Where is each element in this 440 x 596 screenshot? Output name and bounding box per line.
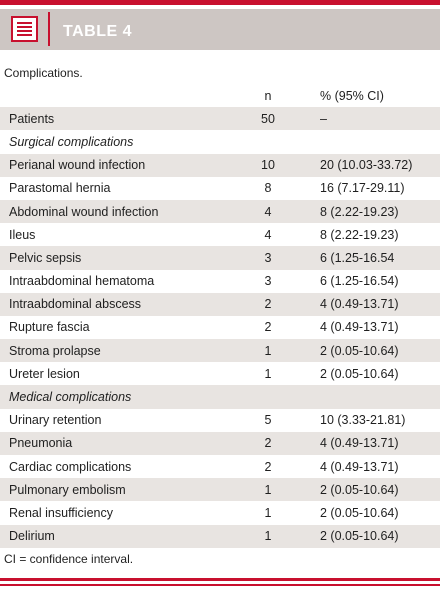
row-label: Renal insufficiency xyxy=(9,505,113,520)
row-label: Intraabdominal hematoma xyxy=(9,274,155,289)
row-n-value: 50 xyxy=(261,111,275,126)
section-heading: Surgical complications xyxy=(9,134,134,149)
row-percent-ci-value: – xyxy=(320,111,327,126)
row-label: Abdominal wound infection xyxy=(9,204,159,219)
table-document-icon xyxy=(11,16,38,42)
table-row: Urinary retention 5 10 (3.33-21.81) xyxy=(0,409,440,432)
bottom-rule-thin xyxy=(0,584,440,586)
header-divider xyxy=(48,12,50,46)
row-label: Stroma prolapse xyxy=(9,343,101,358)
row-percent-ci-value: 4 (0.49-13.71) xyxy=(320,297,399,312)
table-row: Cardiac complications 2 4 (0.49-13.71) xyxy=(0,455,440,478)
row-n-value: 1 xyxy=(264,529,272,544)
table-row: Patients 50 – xyxy=(0,107,440,131)
row-label: Delirium xyxy=(9,529,55,544)
row-label: Intraabdominal abscess xyxy=(9,297,142,312)
table-row: Rupture fascia 2 4 (0.49-13.71) xyxy=(0,316,440,339)
row-n-value: 4 xyxy=(264,204,272,219)
table-body: Patients 50 – Surgical complications Periana… xyxy=(0,107,440,548)
table-row: Stroma prolapse 1 2 (0.05-10.64) xyxy=(0,339,440,363)
table-row: Pelvic sepsis 3 6 (1.25-16.54 xyxy=(0,246,440,270)
row-n-value: 3 xyxy=(264,250,272,265)
row-n-value: 8 xyxy=(264,181,272,196)
row-n-value: 2 xyxy=(264,459,272,474)
row-label: Urinary retention xyxy=(9,413,102,428)
row-label: Ileus xyxy=(9,227,36,242)
row-percent-ci-value: 2 (0.05-10.64) xyxy=(320,366,399,381)
row-label: Ureter lesion xyxy=(9,366,80,381)
table-title: TABLE 4 xyxy=(63,23,132,40)
row-label: Parastomal hernia xyxy=(9,181,111,196)
column-header-n: n xyxy=(264,88,272,103)
table-row: Abdominal wound infection 4 8 (2.22-19.23) xyxy=(0,199,440,224)
bottom-rule xyxy=(0,578,440,581)
row-percent-ci-value: 10 (3.33-21.81) xyxy=(320,413,406,428)
row-percent-ci-value: 20 (10.03-33.72) xyxy=(320,158,413,173)
table-row: Parastomal hernia 8 16 (7.17-29.11) xyxy=(0,177,440,200)
row-percent-ci-value: 4 (0.49-13.71) xyxy=(320,320,399,335)
table-section-row: Medical complications xyxy=(0,385,440,409)
row-percent-ci-value: 4 (0.49-13.71) xyxy=(320,459,399,474)
table-row: Ileus 4 8 (2.22-19.23) xyxy=(0,223,440,246)
table-row: Pulmonary embolism 1 2 (0.05-10.64) xyxy=(0,478,440,502)
row-n-value: 1 xyxy=(264,505,272,520)
row-label: Pelvic sepsis xyxy=(9,250,82,265)
row-label: Cardiac complications xyxy=(9,459,132,474)
table-caption: Complications. xyxy=(4,66,83,80)
row-n-value: 1 xyxy=(264,343,272,358)
row-n-value: 10 xyxy=(261,158,275,173)
row-n-value: 4 xyxy=(264,227,272,242)
row-label: Perianal wound infection xyxy=(9,158,146,173)
row-label: Pneumonia xyxy=(9,436,73,451)
table-header-band xyxy=(0,9,440,50)
table-row: Renal insufficiency 1 2 (0.05-10.64) xyxy=(0,501,440,524)
row-percent-ci-value: 2 (0.05-10.64) xyxy=(320,482,399,497)
section-heading: Medical complications xyxy=(9,390,132,405)
table-row: Delirium 1 2 (0.05-10.64) xyxy=(0,524,440,548)
row-label: Pulmonary embolism xyxy=(9,482,126,497)
row-percent-ci-value: 6 (1.25-16.54 xyxy=(320,250,395,265)
row-n-value: 1 xyxy=(264,482,272,497)
table-footnote: CI = confidence interval. xyxy=(4,552,134,566)
table-row: Pneumonia 2 4 (0.49-13.71) xyxy=(0,431,440,455)
row-percent-ci-value: 6 (1.25-16.54) xyxy=(320,274,399,289)
row-n-value: 2 xyxy=(264,297,272,312)
table-header-row: n % (95% CI) xyxy=(0,84,440,107)
row-n-value: 2 xyxy=(264,320,272,335)
row-n-value: 1 xyxy=(264,366,272,381)
complications-table: n % (95% CI) Patients 50 – Surgical complic… xyxy=(0,84,440,548)
row-percent-ci-value: 16 (7.17-29.11) xyxy=(320,181,405,196)
table-row: Intraabdominal abscess 2 4 (0.49-13.71) xyxy=(0,292,440,316)
row-percent-ci-value: 2 (0.05-10.64) xyxy=(320,529,399,544)
column-header-pct: % (95% CI) xyxy=(320,88,384,103)
table-section-row: Surgical complications xyxy=(0,130,440,153)
table-row: Perianal wound infection 10 20 (10.03-33.7… xyxy=(0,153,440,177)
row-n-value: 3 xyxy=(264,274,272,289)
row-percent-ci-value: 8 (2.22-19.23) xyxy=(320,204,399,219)
top-accent-rule xyxy=(0,0,440,5)
row-label: Patients xyxy=(9,111,55,126)
row-percent-ci-value: 2 (0.05-10.64) xyxy=(320,505,399,520)
table-row: Ureter lesion 1 2 (0.05-10.64) xyxy=(0,362,440,385)
row-n-value: 5 xyxy=(264,413,272,428)
row-percent-ci-value: 8 (2.22-19.23) xyxy=(320,227,399,242)
row-percent-ci-value: 2 (0.05-10.64) xyxy=(320,343,399,358)
row-percent-ci-value: 4 (0.49-13.71) xyxy=(320,436,399,451)
table-row: Intraabdominal hematoma 3 6 (1.25-16.54) xyxy=(0,270,440,293)
row-label: Rupture fascia xyxy=(9,320,90,335)
row-n-value: 2 xyxy=(264,436,272,451)
